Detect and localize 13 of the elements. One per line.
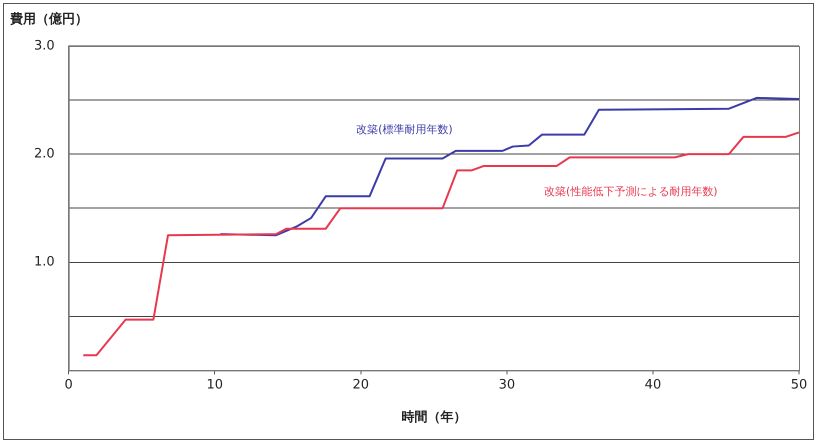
x-axis-title: 時間（年） [401, 409, 466, 426]
x-tick-label: 20 [352, 378, 370, 393]
y-axis-title: 費用（億円） [10, 10, 88, 28]
series-label: 改築(標準耐用年数) [356, 122, 453, 138]
y-tick-label: 1.0 [34, 254, 55, 270]
x-tick-label: 40 [644, 378, 662, 393]
x-tick-label: 0 [64, 378, 73, 393]
x-tick-label: 10 [206, 378, 224, 393]
x-tick-label: 30 [498, 378, 516, 393]
y-tick-label: 2.0 [34, 146, 55, 162]
y-tick-label: 3.0 [34, 38, 55, 54]
x-tick-label: 50 [790, 378, 808, 393]
series-label: 改築(性能低下予測による耐用年数) [544, 184, 718, 199]
